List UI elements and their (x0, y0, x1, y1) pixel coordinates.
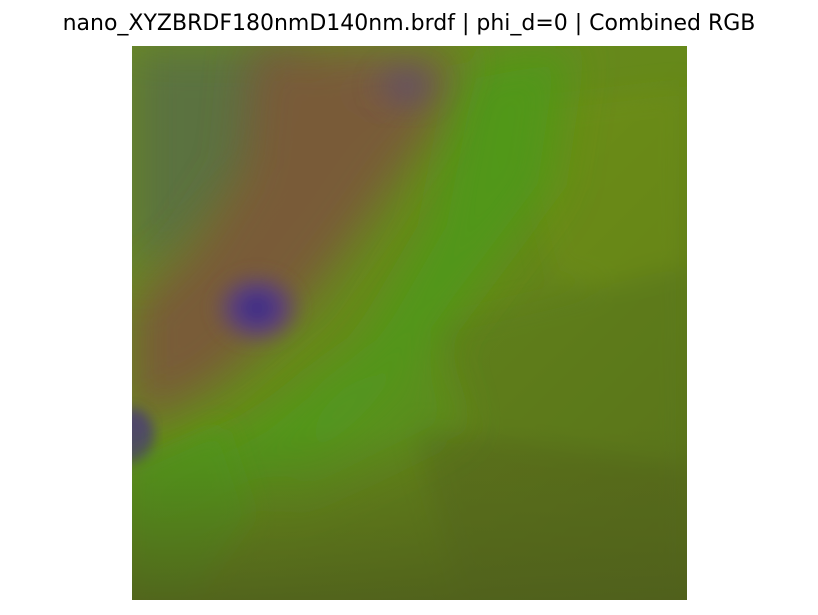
purple-hotspot (207, 266, 307, 350)
brdf-rgb-image-svg (132, 46, 687, 600)
brdf-rgb-image (132, 46, 687, 600)
figure-title: nano_XYZBRDF180nmD140nm.brdf | phi_d=0 |… (62, 11, 756, 36)
purple-top-tint (367, 56, 447, 116)
bottom-darkening (132, 426, 687, 600)
